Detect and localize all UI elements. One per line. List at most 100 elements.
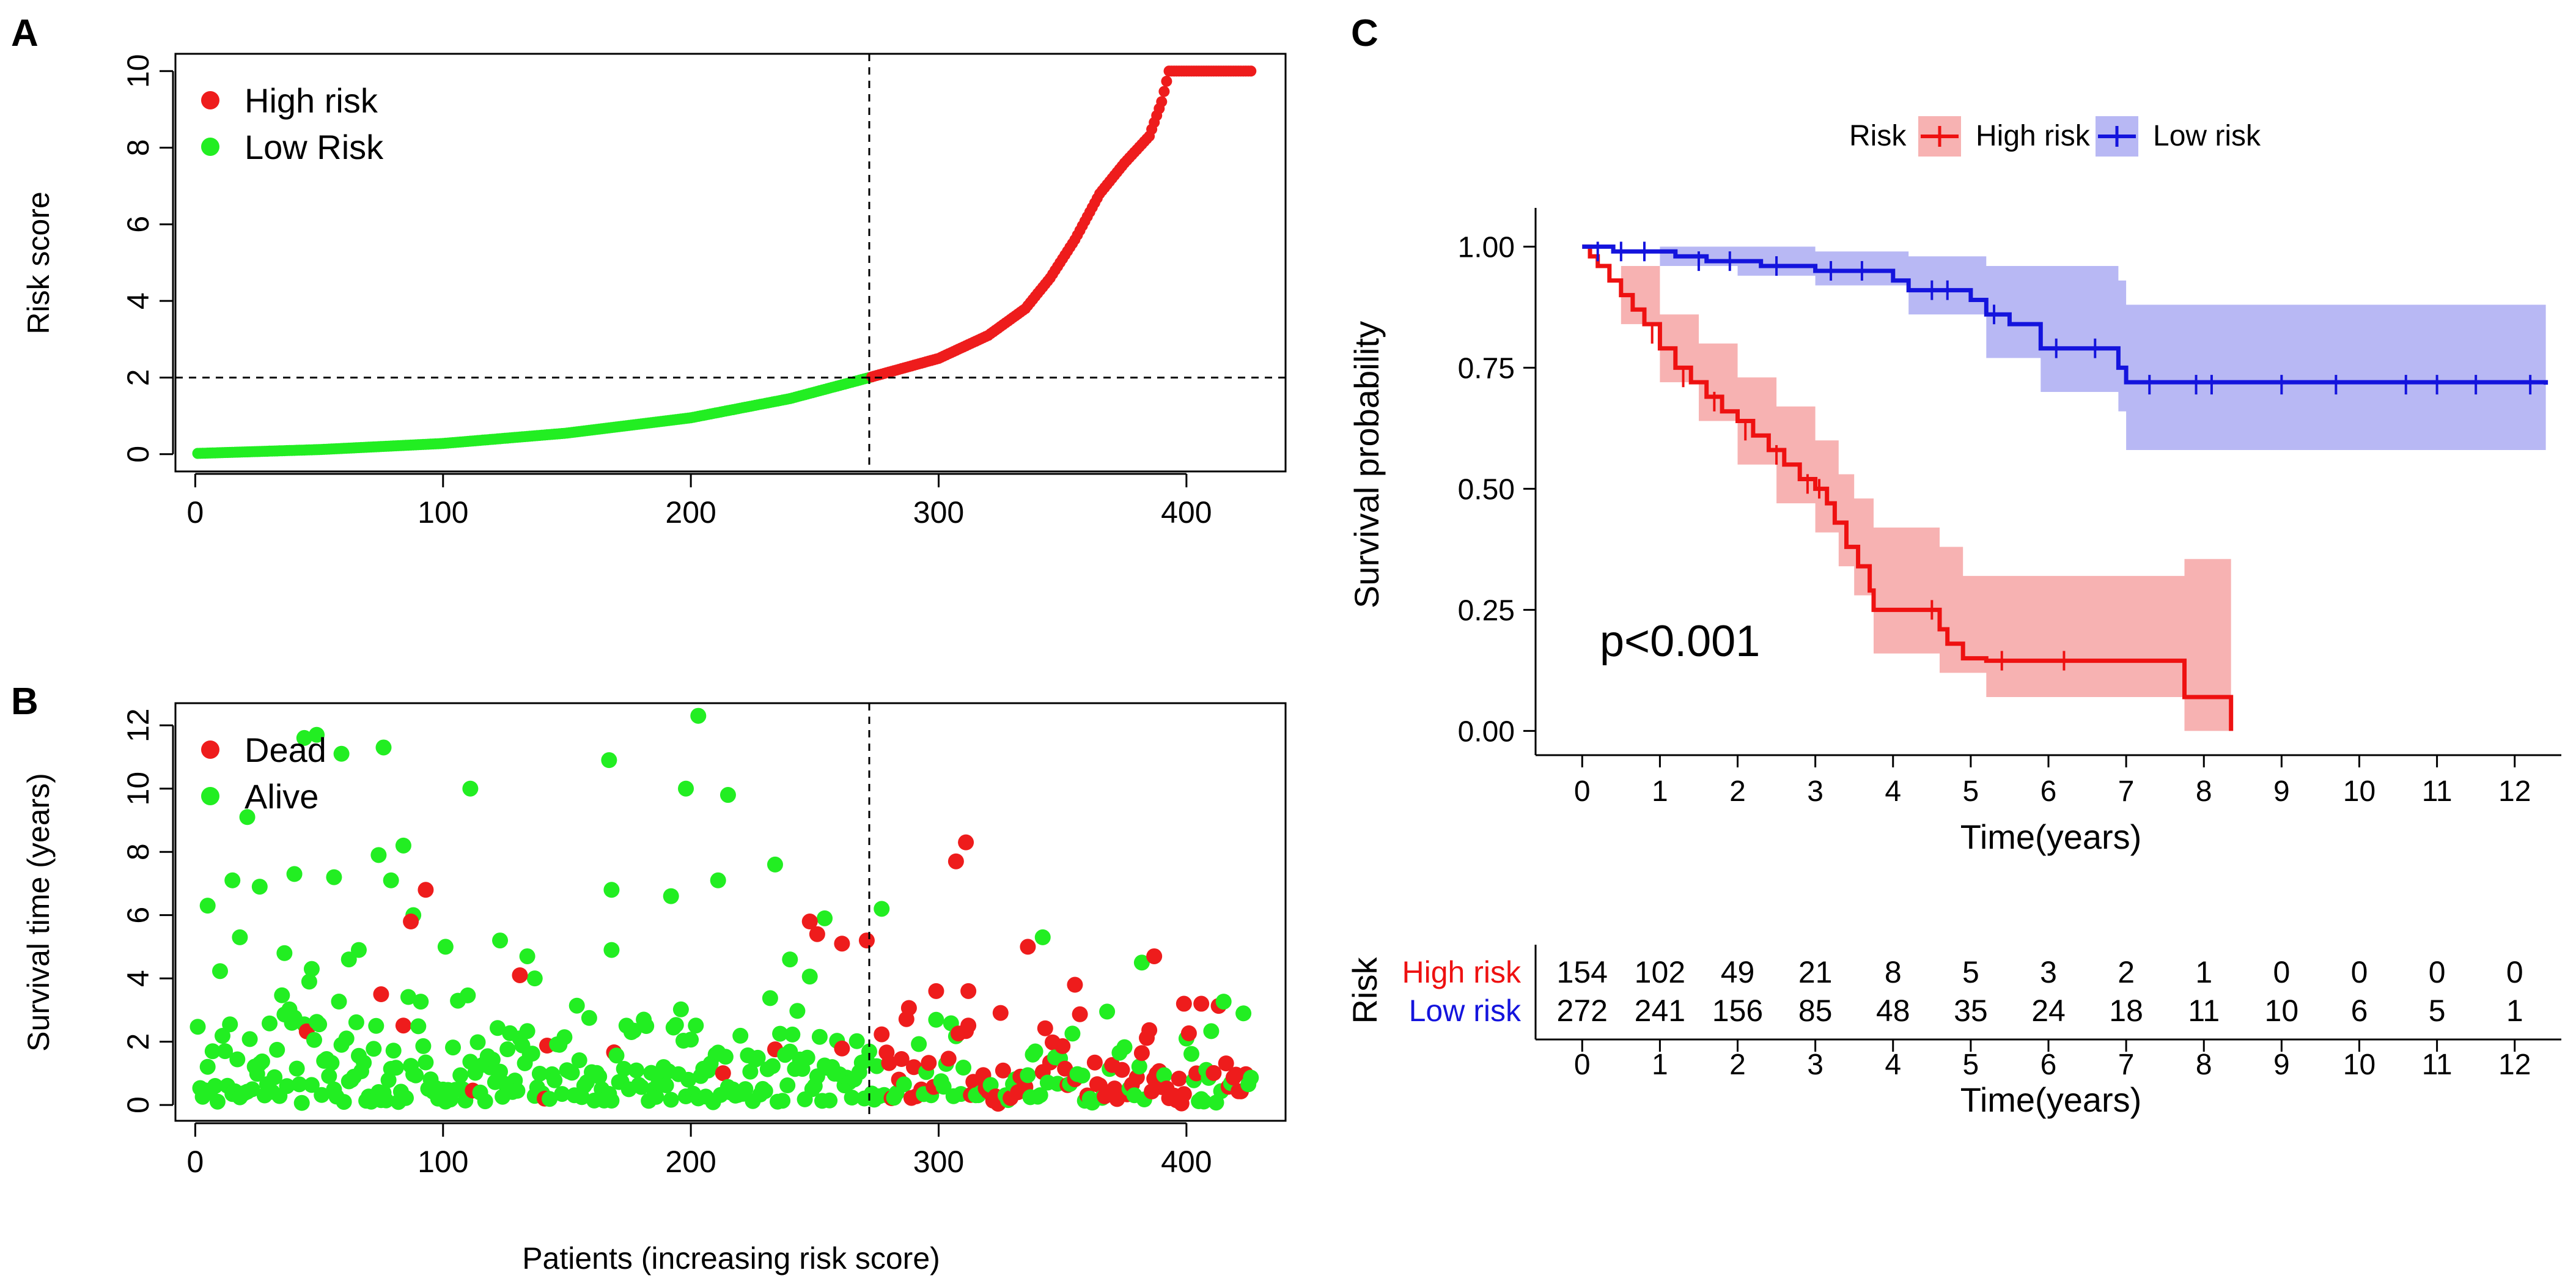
alive-patient-point — [784, 1026, 801, 1043]
alive-patient-point — [633, 1079, 650, 1095]
alive-patient-point — [717, 1049, 734, 1065]
alive-patient-point — [301, 973, 317, 990]
panel-a-x-tick-label: 400 — [1161, 495, 1212, 530]
high-risk-point — [1158, 86, 1170, 97]
low-risk-count-cell: 156 — [1712, 994, 1763, 1028]
alive-patient-point — [311, 1016, 328, 1033]
alive-patient-point — [217, 1043, 234, 1060]
alive-patient-point — [911, 1036, 927, 1052]
panel-b-y-tick-label: 4 — [121, 970, 155, 987]
low-risk-count-cell: 11 — [2188, 994, 2220, 1028]
panel-a-plot-frame — [174, 53, 1287, 473]
km-legend-low-label: Low risk — [2153, 120, 2261, 152]
alive-patient-point — [222, 1016, 238, 1033]
low-risk-count-cell: 241 — [1635, 994, 1685, 1028]
alive-patient-point — [452, 1067, 469, 1083]
alive-patient-point — [801, 969, 818, 985]
alive-patient-point — [509, 1082, 526, 1099]
km-x-tick-label: 7 — [2118, 775, 2135, 808]
panel-a-y-tick-label: 4 — [121, 292, 155, 309]
dead-patient-point — [1218, 1055, 1234, 1072]
panel-a-y-tick-label: 6 — [121, 216, 155, 233]
km-x-axis: 0 1 2 3 4 5 6 7 8 9 10 11 12 — [1574, 755, 2531, 808]
risk-table-high-label: High risk — [1402, 955, 1522, 989]
risk-score-points — [192, 65, 1257, 459]
risk-table-x-tick-label: 4 — [1885, 1049, 1901, 1081]
alive-patient-point — [212, 963, 228, 980]
alive-patient-point — [314, 1087, 330, 1103]
dead-patient-point — [809, 926, 825, 942]
alive-patient-point — [321, 1068, 337, 1084]
panel-a-x-tick-label: 100 — [418, 495, 468, 530]
alive-patient-point — [1027, 1043, 1043, 1060]
alive-patient-point — [199, 898, 216, 914]
low-risk-count-cell: 85 — [1798, 994, 1833, 1028]
alive-patient-point — [524, 1046, 540, 1062]
alive-patient-point — [648, 1088, 664, 1105]
legend-dead-marker — [201, 740, 219, 759]
alive-patient-point — [767, 856, 783, 873]
panel-a-letter: A — [11, 12, 39, 54]
km-x-tick-label: 0 — [1574, 775, 1591, 808]
low-risk-count-cell: 272 — [1557, 994, 1608, 1028]
dead-patient-point — [960, 1017, 977, 1034]
alive-patient-point — [274, 987, 290, 1003]
risk-table-x-tick-label: 10 — [2343, 1049, 2375, 1081]
dead-patient-point — [900, 1000, 917, 1016]
dead-patient-point — [801, 914, 818, 930]
dead-patient-point — [834, 1040, 850, 1057]
alive-patient-point — [658, 1077, 674, 1093]
alive-patient-point — [861, 1043, 877, 1060]
km-x-tick-label: 2 — [1729, 775, 1746, 808]
high-risk-count-cell: 0 — [2273, 955, 2290, 989]
alive-patient-point — [418, 1054, 434, 1071]
alive-patient-point — [1196, 1093, 1212, 1110]
alive-patient-point — [663, 1091, 679, 1108]
dead-patient-point — [893, 1051, 910, 1067]
high-risk-point — [1156, 96, 1168, 108]
panel-a-y-axis: 0 2 4 6 8 10 — [121, 54, 174, 463]
alive-patient-point — [410, 1018, 427, 1035]
risk-table-x-axis: 0 1 2 3 4 5 6 7 8 9 10 11 12 — [1574, 1039, 2531, 1081]
low-risk-count-cell: 5 — [2429, 994, 2446, 1028]
alive-patient-point — [519, 948, 535, 964]
dead-patient-point — [715, 1065, 731, 1082]
dead-patient-point — [1176, 995, 1192, 1012]
km-x-tick-label: 4 — [1885, 775, 1901, 808]
alive-patient-point — [531, 1066, 548, 1082]
dead-patient-point — [1171, 1071, 1187, 1087]
low-risk-count-cell: 1 — [2506, 994, 2523, 1028]
risk-table-x-tick-label: 9 — [2273, 1049, 2290, 1081]
dead-patient-point — [1193, 995, 1210, 1012]
alive-patient-point — [229, 1051, 246, 1068]
km-x-tick-label: 6 — [2041, 775, 2057, 808]
alive-patient-point — [306, 1032, 322, 1048]
alive-patient-point — [690, 707, 707, 724]
dead-patient-point — [403, 914, 419, 930]
km-x-tick-label: 8 — [2196, 775, 2212, 808]
alive-patient-point — [262, 1015, 278, 1032]
alive-patient-point — [366, 1041, 382, 1057]
dead-patient-point — [1114, 1061, 1130, 1078]
km-y-tick-label: 1.00 — [1458, 231, 1515, 264]
alive-patient-point — [663, 888, 679, 904]
panel-b-letter: B — [11, 681, 39, 723]
alive-patient-point — [291, 1076, 307, 1093]
high-risk-count-cell: 5 — [1962, 955, 1979, 989]
alive-patient-point — [869, 1058, 885, 1074]
alive-patient-point — [269, 1041, 285, 1058]
km-legend-high-label: High risk — [1976, 120, 2091, 152]
alive-patient-point — [591, 1068, 608, 1085]
alive-patient-point — [519, 1023, 535, 1039]
alive-patient-point — [955, 1060, 971, 1076]
high-risk-count-cell: 8 — [1885, 955, 1902, 989]
alive-patient-point — [608, 1047, 625, 1064]
legend-dead-label: Dead — [245, 731, 326, 769]
alive-patient-point — [199, 1058, 216, 1075]
dead-patient-point — [1141, 1022, 1158, 1038]
dead-patient-point — [1054, 1038, 1071, 1054]
high-risk-count-cell: 0 — [2429, 955, 2446, 989]
legend-high-risk-marker — [201, 91, 219, 109]
